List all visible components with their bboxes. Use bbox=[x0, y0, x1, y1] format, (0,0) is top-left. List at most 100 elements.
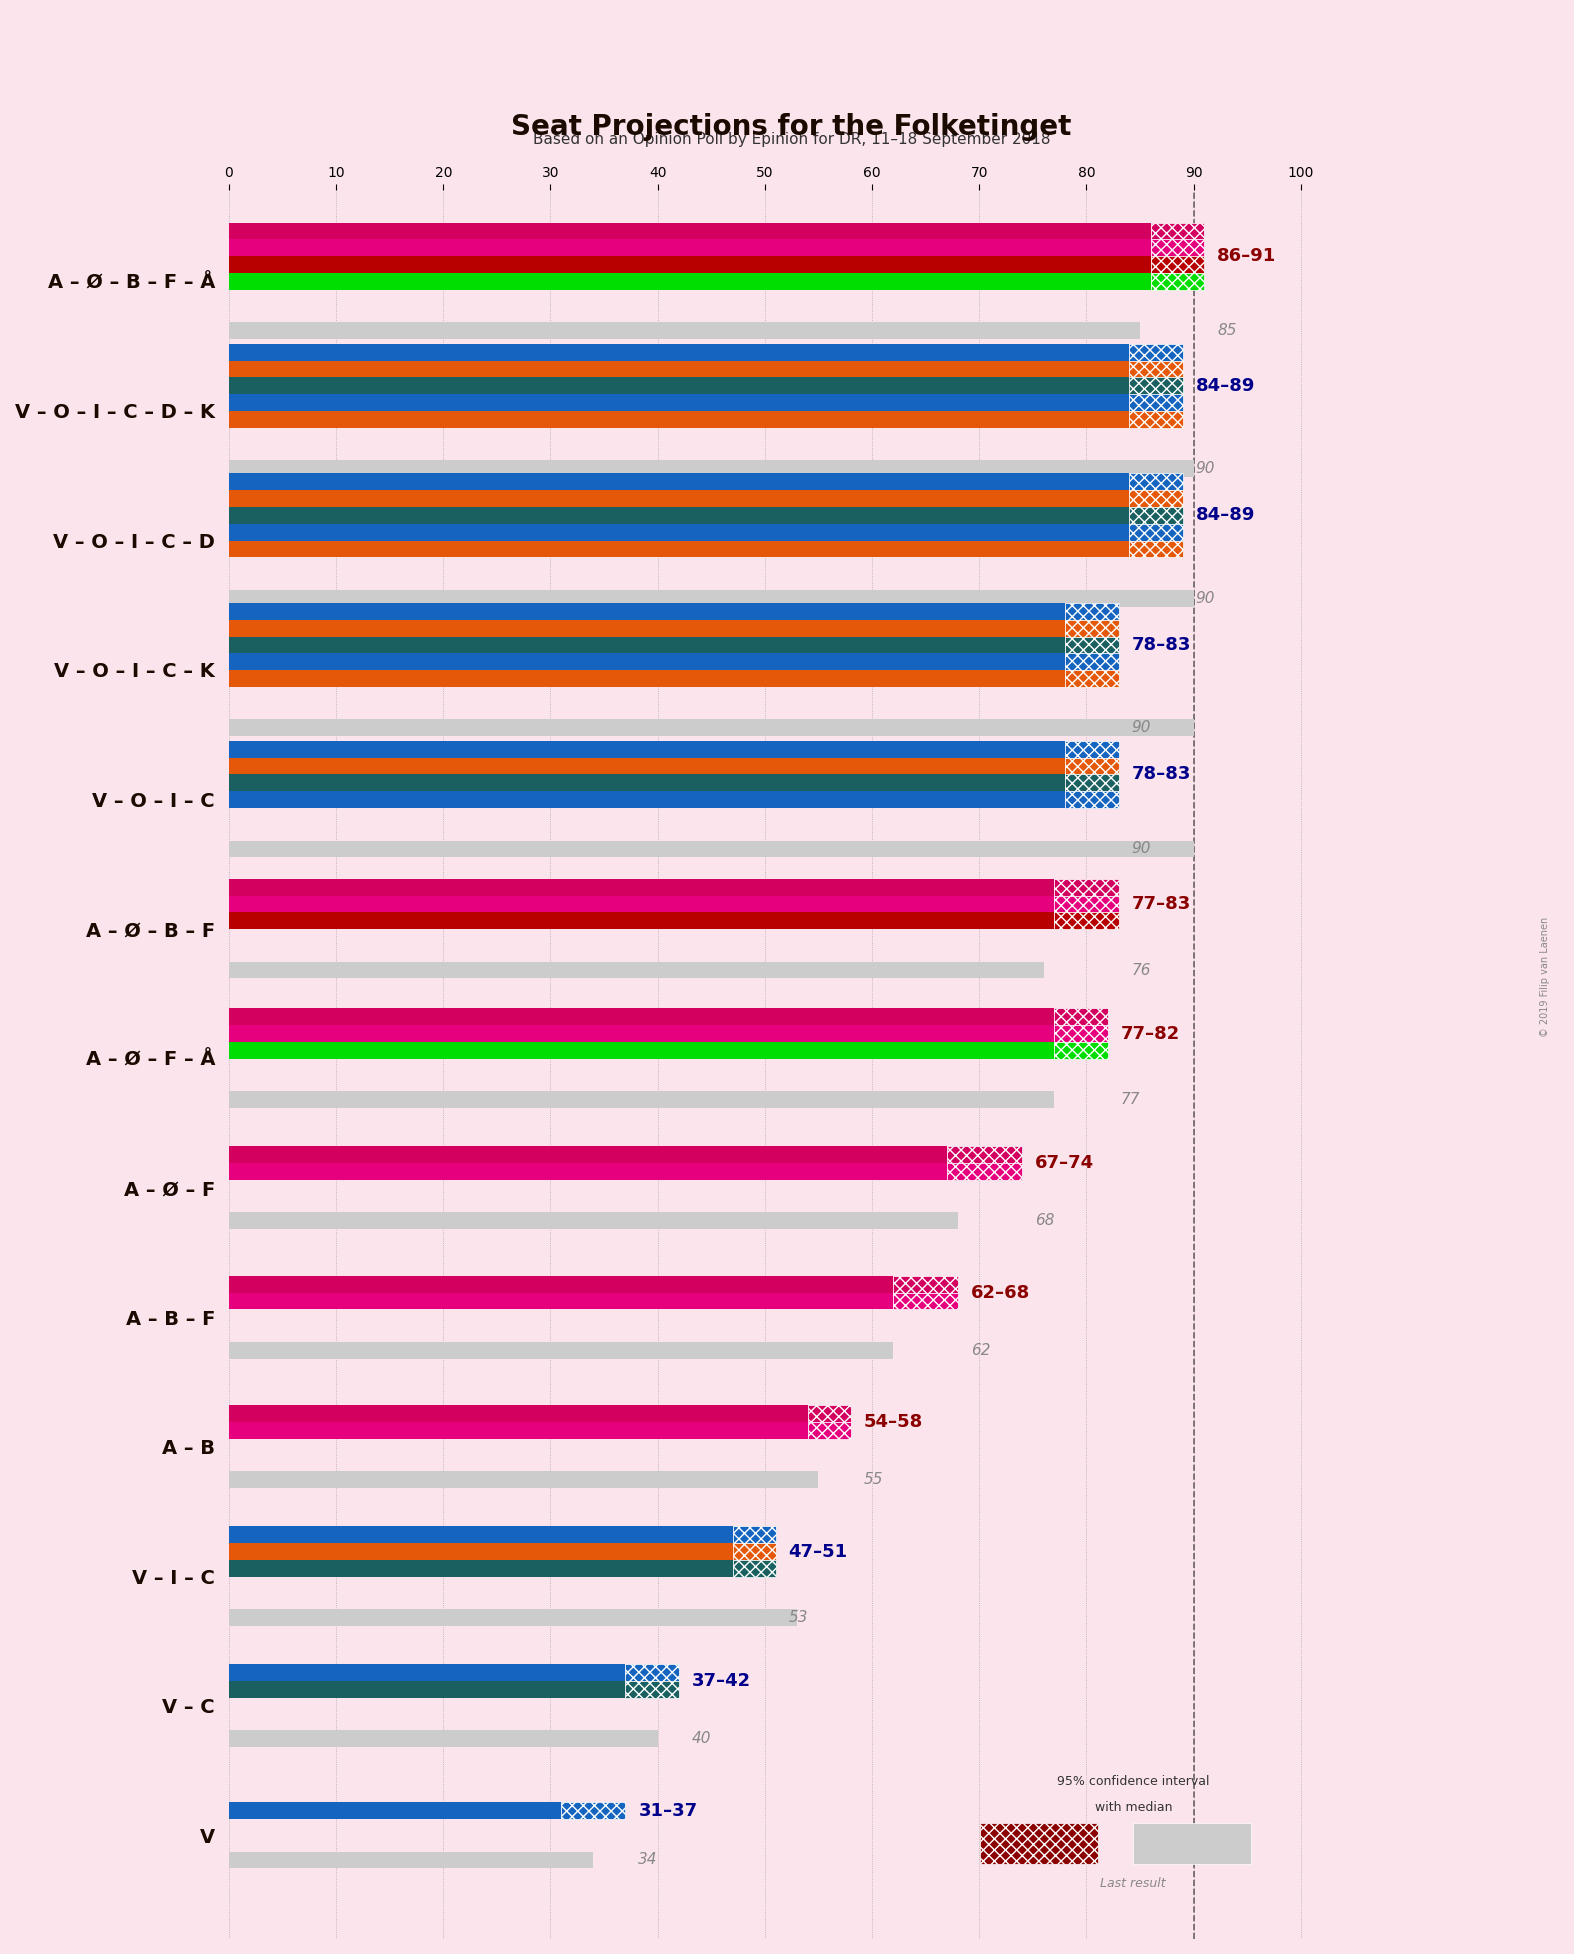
Text: 90: 90 bbox=[1196, 590, 1215, 606]
Bar bbox=[228, 590, 1193, 606]
Bar bbox=[228, 1526, 732, 1544]
Text: 85: 85 bbox=[1217, 322, 1237, 338]
Bar bbox=[228, 1665, 625, 1680]
Bar bbox=[228, 1294, 894, 1309]
Bar bbox=[228, 1731, 658, 1747]
Bar bbox=[1066, 670, 1119, 688]
Bar bbox=[1055, 1026, 1108, 1041]
Text: with median: with median bbox=[1094, 1802, 1173, 1813]
Text: 84–89: 84–89 bbox=[1196, 377, 1254, 395]
Bar bbox=[228, 1026, 1055, 1041]
Bar bbox=[228, 653, 1066, 670]
Text: 53: 53 bbox=[789, 1610, 807, 1626]
Bar bbox=[228, 541, 1129, 557]
Bar bbox=[228, 395, 1129, 410]
Bar bbox=[1129, 541, 1184, 557]
Bar bbox=[1055, 1041, 1108, 1059]
Bar bbox=[228, 1405, 807, 1423]
Text: 40: 40 bbox=[693, 1731, 711, 1747]
Bar bbox=[1151, 274, 1204, 289]
Bar bbox=[228, 840, 1193, 858]
Bar bbox=[228, 1423, 807, 1438]
Text: 34: 34 bbox=[639, 1852, 658, 1868]
Text: 77–82: 77–82 bbox=[1121, 1024, 1180, 1043]
Text: 90: 90 bbox=[1132, 842, 1151, 856]
Bar bbox=[228, 1680, 625, 1698]
Bar bbox=[562, 1802, 625, 1819]
Bar bbox=[948, 1147, 1022, 1163]
Bar bbox=[625, 1680, 678, 1698]
Bar bbox=[1066, 604, 1119, 619]
Bar bbox=[228, 361, 1129, 377]
Bar bbox=[228, 1559, 732, 1577]
Bar bbox=[1129, 395, 1184, 410]
Text: 86–91: 86–91 bbox=[1217, 248, 1277, 266]
Bar bbox=[1066, 619, 1119, 637]
Bar bbox=[228, 377, 1129, 395]
Bar bbox=[228, 791, 1066, 809]
Bar bbox=[228, 240, 1151, 256]
Bar bbox=[228, 719, 1193, 737]
Text: 76: 76 bbox=[1132, 963, 1151, 977]
Bar bbox=[1129, 490, 1184, 506]
Bar bbox=[228, 1852, 593, 1868]
Text: 55: 55 bbox=[864, 1471, 883, 1487]
Bar bbox=[1129, 361, 1184, 377]
Bar bbox=[228, 913, 1055, 930]
Bar bbox=[228, 1090, 1055, 1108]
Bar bbox=[1129, 377, 1184, 395]
Bar bbox=[228, 758, 1066, 774]
Bar bbox=[228, 256, 1151, 274]
Text: 84–89: 84–89 bbox=[1196, 506, 1254, 524]
Bar bbox=[228, 774, 1066, 791]
Text: 37–42: 37–42 bbox=[693, 1673, 751, 1690]
Bar bbox=[894, 1294, 957, 1309]
Bar bbox=[228, 1342, 894, 1358]
Title: Seat Projections for the Folketinget: Seat Projections for the Folketinget bbox=[512, 113, 1072, 141]
Bar bbox=[1066, 653, 1119, 670]
Bar bbox=[1151, 256, 1204, 274]
Bar bbox=[228, 1008, 1055, 1026]
Bar bbox=[228, 1147, 948, 1163]
Text: 95% confidence interval: 95% confidence interval bbox=[1058, 1776, 1209, 1788]
Bar bbox=[1066, 741, 1119, 758]
Text: 77–83: 77–83 bbox=[1132, 895, 1190, 913]
Bar bbox=[228, 637, 1066, 653]
Bar bbox=[228, 670, 1066, 688]
Bar bbox=[1129, 506, 1184, 524]
Bar bbox=[228, 619, 1066, 637]
Bar bbox=[228, 1544, 732, 1559]
Text: 47–51: 47–51 bbox=[789, 1544, 847, 1561]
Bar bbox=[1066, 791, 1119, 809]
Text: © 2019 Filip van Laenen: © 2019 Filip van Laenen bbox=[1541, 916, 1550, 1038]
Bar bbox=[1151, 223, 1204, 240]
Bar bbox=[228, 879, 1055, 895]
Bar bbox=[228, 473, 1129, 490]
Bar bbox=[228, 741, 1066, 758]
Text: 90: 90 bbox=[1196, 461, 1215, 477]
Text: 68: 68 bbox=[1036, 1213, 1055, 1229]
Bar bbox=[732, 1559, 776, 1577]
Bar bbox=[228, 604, 1066, 619]
Text: 62: 62 bbox=[971, 1342, 990, 1358]
Bar bbox=[228, 223, 1151, 240]
Bar bbox=[228, 1610, 796, 1626]
Bar bbox=[1055, 895, 1119, 913]
Bar bbox=[228, 1211, 957, 1229]
Text: 77: 77 bbox=[1121, 1092, 1140, 1108]
Text: 31–37: 31–37 bbox=[639, 1802, 697, 1819]
Text: 54–58: 54–58 bbox=[864, 1413, 922, 1430]
Text: 67–74: 67–74 bbox=[1036, 1155, 1094, 1172]
Bar bbox=[1129, 473, 1184, 490]
Bar bbox=[732, 1526, 776, 1544]
Bar bbox=[228, 410, 1129, 428]
Bar bbox=[1133, 1823, 1251, 1864]
Bar bbox=[732, 1544, 776, 1559]
Bar bbox=[228, 895, 1055, 913]
Bar bbox=[228, 1471, 818, 1489]
Bar bbox=[1066, 774, 1119, 791]
Text: Based on an Opinion Poll by Epinion for DR, 11–18 September 2018: Based on an Opinion Poll by Epinion for … bbox=[534, 131, 1050, 147]
Bar bbox=[228, 524, 1129, 541]
Bar bbox=[948, 1163, 1022, 1180]
Bar bbox=[1066, 758, 1119, 774]
